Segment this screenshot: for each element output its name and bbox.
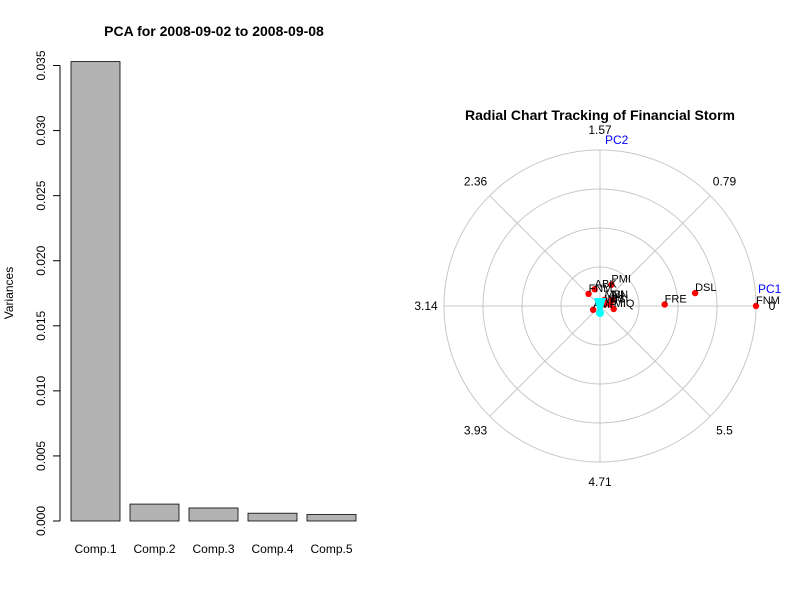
point-label: PMI [611, 274, 631, 286]
y-axis-label: Variances [2, 267, 16, 319]
radial-spoke [599, 305, 711, 417]
x-tick-labels: Comp.1 Comp.2 Comp.3 Comp.4 Comp.5 [74, 542, 352, 556]
y-tick-label: 0.000 [34, 506, 48, 536]
point-label: FNM [589, 283, 613, 295]
y-tick-label: 0.020 [34, 245, 48, 275]
angle-label: 2.36 [464, 175, 488, 189]
bar-chart: PCA for 2008-09-02 to 2008-09-08 Varianc… [2, 23, 357, 556]
bar [306, 514, 357, 522]
data-point [752, 302, 760, 310]
angle-labels: 0 0.79 1.57 2.36 3.14 3.93 4.71 5.5 [414, 123, 775, 489]
point-label: MIQ [614, 298, 635, 310]
bar [129, 503, 180, 522]
point-label: FRE [665, 293, 687, 305]
y-tick-label: 0.030 [34, 115, 48, 145]
angle-label: 4.71 [588, 475, 612, 489]
x-tick-label: Comp.2 [133, 542, 175, 556]
data-point [585, 290, 592, 298]
bar [188, 507, 239, 522]
data-point [589, 306, 597, 314]
angle-label: 3.14 [414, 299, 438, 313]
data-point [691, 289, 699, 297]
data-point [661, 301, 668, 308]
bar-series [70, 61, 357, 522]
data-point [607, 301, 614, 308]
center-cluster [594, 298, 606, 318]
y-tick-label: 0.035 [34, 50, 48, 80]
pc-axis-labels: PC1 PC2 [605, 133, 782, 296]
point-label: NN [612, 289, 628, 301]
bar [247, 512, 298, 522]
pc2-label: PC2 [605, 133, 629, 147]
angle-label: 0 [769, 299, 776, 313]
radial-spoke [489, 305, 601, 417]
radial-spoke [489, 195, 601, 307]
y-tick-label: 0.005 [34, 441, 48, 471]
angle-label: 3.93 [464, 423, 488, 437]
point-label: DSL [695, 282, 716, 294]
point-label: FNM [756, 295, 780, 307]
radial-spoke [599, 195, 711, 307]
x-tick-label: Comp.1 [74, 542, 116, 556]
data-point [608, 281, 615, 288]
data-point [591, 286, 598, 293]
polar-chart-title: Radial Chart Tracking of Financial Storm [465, 107, 735, 123]
bar-chart-title: PCA for 2008-09-02 to 2008-09-08 [104, 23, 324, 39]
x-tick-label: Comp.4 [251, 542, 293, 556]
angle-label: 0.79 [713, 175, 737, 189]
angle-label: 1.57 [588, 123, 612, 137]
pc1-label: PC1 [758, 282, 782, 296]
bar [70, 61, 121, 522]
y-tick-label: 0.010 [34, 376, 48, 406]
y-axis: 0.000 0.005 0.010 0.015 0.020 0.025 0.030 0.035 [34, 50, 61, 536]
center-marker-dot [596, 309, 604, 317]
center-marker [594, 298, 606, 318]
x-tick-label: Comp.3 [192, 542, 234, 556]
data-point [610, 305, 617, 313]
point-label: MBI [605, 289, 625, 301]
y-tick-label: 0.015 [34, 310, 48, 340]
x-tick-label: Comp.5 [310, 542, 352, 556]
angle-label: 5.5 [716, 423, 733, 437]
point-label: BSI [611, 293, 629, 305]
polar-chart: Radial Chart Tracking of Financial Storm… [414, 107, 781, 489]
point-label: ABK [595, 278, 618, 290]
y-tick-label: 0.025 [34, 180, 48, 210]
